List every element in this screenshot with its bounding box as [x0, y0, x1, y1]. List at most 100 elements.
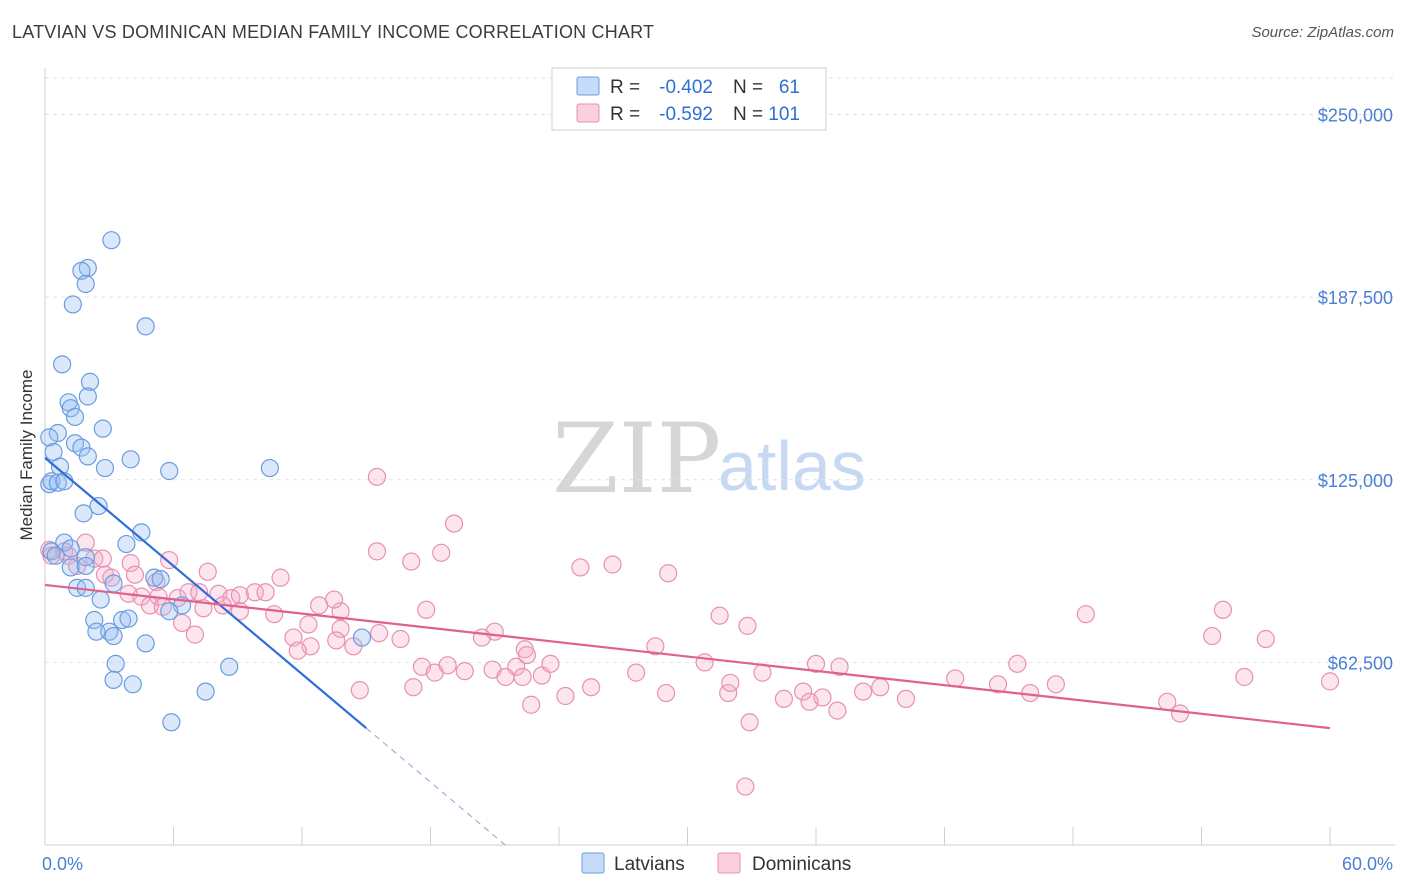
dominican-point-106 — [1170, 704, 1190, 723]
x-tick-labels: 0.0% 60.0% — [42, 854, 1393, 874]
dominican-point-42 — [327, 631, 346, 650]
dominican-point-52 — [417, 600, 436, 619]
legend-r-label-1: R = — [610, 77, 640, 98]
latvian-point-54 — [352, 628, 372, 647]
legend-n-value-1: 61 — [779, 77, 800, 98]
latvian-point-11 — [65, 407, 85, 427]
latvians-trend-extension — [365, 727, 506, 846]
latvian-point-49 — [119, 609, 138, 628]
dominican-point-84 — [828, 701, 847, 720]
dominican-point-64 — [517, 645, 536, 665]
legend-n-label-2: N = — [733, 104, 763, 125]
watermark: ZIP atlas — [552, 403, 866, 515]
dominican-point-44 — [370, 624, 389, 643]
dominican-point-98 — [1008, 654, 1027, 673]
dominican-point-76 — [656, 683, 676, 703]
series-legend: Latvians Dominicans — [581, 852, 851, 875]
latvian-point-12 — [93, 419, 112, 438]
dominican-point-77 — [695, 653, 714, 672]
legend-r-label-2: R = — [610, 104, 640, 125]
dominican-point-48 — [402, 552, 421, 571]
dominicans-trend-line — [44, 583, 1331, 730]
y-tick-label-2: $187,500 — [1318, 288, 1393, 308]
dominican-point-108 — [541, 654, 560, 673]
y-tick-label-1: $125,000 — [1318, 471, 1393, 491]
latvian-point-46 — [160, 602, 179, 621]
dominican-point-100 — [1076, 605, 1095, 624]
trend-lines — [44, 457, 1331, 846]
dominican-point-105 — [1256, 629, 1275, 649]
latvian-point-57 — [104, 670, 123, 690]
dominican-point-88 — [830, 657, 849, 676]
dominican-point-41 — [288, 641, 307, 660]
latvian-point-4 — [63, 295, 82, 314]
latvian-point-28 — [89, 496, 108, 516]
dominican-point-80 — [740, 713, 759, 732]
dominican-point-72 — [571, 558, 590, 577]
latvian-point-18 — [78, 447, 97, 466]
dominican-point-79 — [721, 673, 740, 692]
latvian-point-8 — [78, 387, 97, 406]
latvian-point-55 — [106, 654, 125, 673]
latvian-point-47 — [85, 610, 104, 630]
latvian-point-32 — [117, 534, 136, 554]
source-label: Source: ZipAtlas.com — [1251, 24, 1394, 41]
legend-n-label-1: N = — [733, 77, 763, 98]
dominican-point-71 — [603, 555, 622, 574]
dominican-point-73 — [626, 663, 646, 682]
dominican-point-14 — [198, 562, 217, 581]
latvian-point-29 — [74, 504, 93, 523]
dominican-point-70 — [522, 695, 541, 714]
latvian-point-3 — [76, 274, 95, 294]
latvian-point-6 — [53, 355, 72, 374]
dominican-point-65 — [496, 667, 515, 687]
dominican-point-83 — [794, 682, 813, 701]
dominican-point-32 — [265, 605, 284, 624]
dominican-point-61 — [455, 662, 474, 681]
x-tick-label-max: 60.0% — [1342, 854, 1393, 874]
latvian-point-5 — [136, 317, 155, 336]
latvian-point-14 — [40, 428, 59, 447]
bottom-legend-dominicans: Dominicans — [752, 854, 851, 875]
dominican-point-7 — [93, 549, 112, 568]
latvian-point-53 — [136, 634, 155, 653]
dominican-point-93 — [871, 678, 890, 697]
dominican-point-87 — [806, 654, 826, 673]
latvian-point-23 — [260, 458, 279, 478]
dominican-point-24 — [230, 586, 249, 605]
dominican-point-66 — [513, 667, 532, 687]
latvian-point-26 — [48, 473, 67, 492]
page-title: LATVIAN VS DOMINICAN MEDIAN FAMILY INCOM… — [12, 22, 655, 42]
dominican-point-15 — [271, 568, 290, 587]
latvian-point-20 — [50, 457, 70, 476]
latvian-point-60 — [162, 713, 181, 732]
dominican-point-9 — [160, 551, 179, 570]
dominican-point-90 — [738, 616, 757, 635]
legend-swatch-latvians — [576, 76, 600, 96]
latvian-point-38 — [76, 556, 95, 576]
dominican-point-46 — [325, 590, 344, 609]
axes — [44, 68, 1395, 846]
latvian-point-37 — [61, 558, 80, 577]
legend-r-value-1: -0.402 — [659, 77, 713, 98]
dominican-point-36 — [331, 619, 350, 638]
dominican-point-60 — [438, 656, 457, 675]
latvian-point-35 — [46, 546, 65, 565]
latvian-point-21 — [95, 458, 115, 478]
bottom-legend-latvians: Latvians — [614, 854, 685, 875]
watermark-atlas: atlas — [718, 427, 866, 505]
correlation-legend: R = -0.402 N = 61 R = -0.592 N = 101 — [551, 67, 827, 131]
latvian-point-56 — [220, 657, 239, 676]
dominican-point-35 — [299, 615, 318, 634]
latvian-point-50 — [87, 622, 106, 641]
dominican-point-99 — [1046, 675, 1065, 694]
latvian-point-43 — [91, 590, 110, 609]
legend-swatch-dominicans — [576, 103, 600, 123]
dominican-point-107 — [1320, 672, 1340, 691]
latvian-point-13 — [48, 423, 67, 443]
watermark-zip: ZIP — [552, 403, 721, 515]
latvian-point-10 — [61, 399, 80, 418]
dominican-point-8 — [121, 553, 140, 573]
grid — [45, 77, 1395, 663]
dominican-point-45 — [391, 629, 410, 649]
